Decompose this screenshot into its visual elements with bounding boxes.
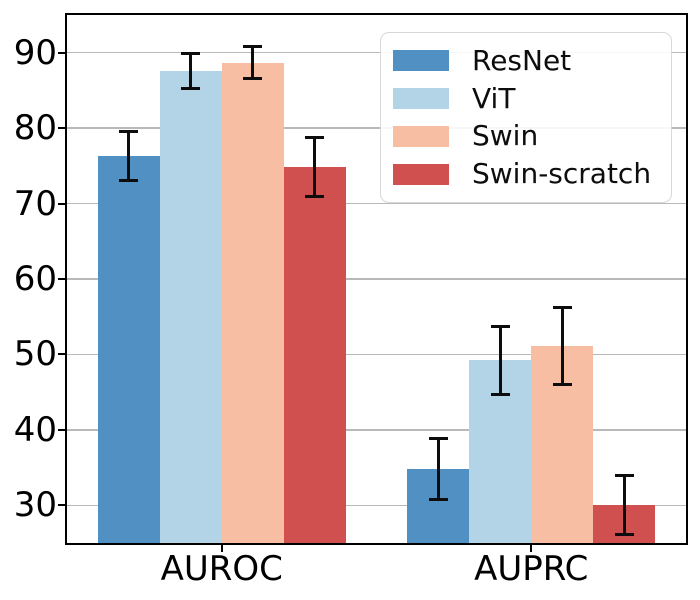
- y-tick-label-40: 40: [13, 409, 57, 450]
- legend-swatch-vit: [393, 88, 449, 110]
- legend-item-resnet: ResNet: [393, 43, 661, 77]
- x-tick-auroc: [220, 545, 223, 552]
- y-tick-label-30: 30: [13, 485, 57, 526]
- y-tick-label-50: 50: [13, 334, 57, 375]
- y-tick-label-60: 60: [13, 259, 57, 299]
- legend-label-vit: ViT: [472, 81, 516, 115]
- legend-label-resnet: ResNet: [472, 43, 572, 77]
- legend-swatch-swin-scratch: [393, 163, 449, 185]
- x-tick-label-auprc: AUPRC: [474, 549, 589, 589]
- legend: ResNet ViT Swin Swin-scratch: [380, 32, 672, 203]
- y-tick-label-90: 90: [13, 32, 57, 73]
- legend-item-vit: ViT: [393, 81, 661, 115]
- x-tick-label-auroc: AUROC: [160, 549, 283, 589]
- y-tick-label-80: 80: [13, 108, 57, 149]
- legend-item-swin-scratch: Swin-scratch: [393, 158, 661, 190]
- legend-label-swin: Swin: [472, 119, 539, 153]
- legend-swatch-resnet: [393, 50, 449, 72]
- x-tick-auprc: [530, 545, 533, 552]
- legend-label-swin-scratch: Swin-scratch: [472, 157, 652, 191]
- legend-swatch-swin: [393, 125, 449, 147]
- y-tick-label-70: 70: [13, 183, 57, 224]
- legend-item-swin: Swin: [393, 120, 661, 152]
